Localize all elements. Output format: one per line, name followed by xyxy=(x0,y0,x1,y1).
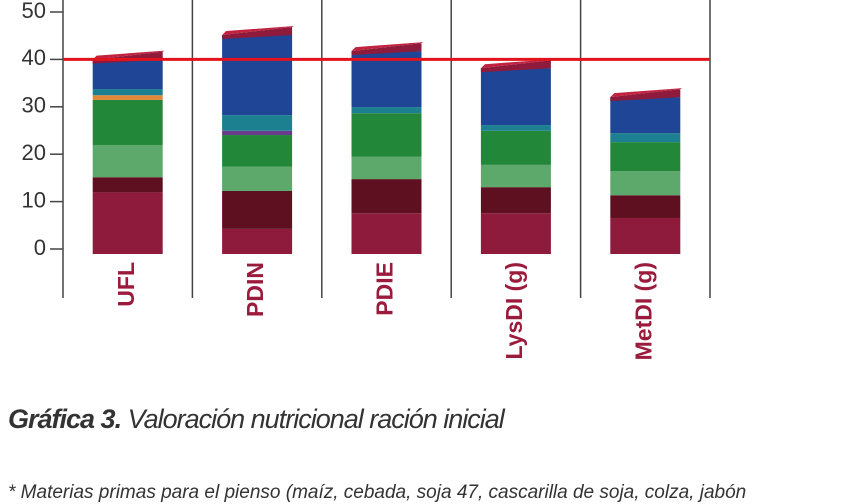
y-tick-label: 30 xyxy=(22,93,46,118)
bar-segment xyxy=(92,95,163,100)
x-tick-label: MetDI (g) xyxy=(630,262,656,360)
bar-segment xyxy=(610,171,681,196)
bar-segment xyxy=(351,213,422,254)
bar-segment xyxy=(351,107,422,114)
y-tick-label: 0 xyxy=(34,235,46,260)
y-tick-label: 50 xyxy=(22,0,46,23)
bar-segment xyxy=(351,113,422,157)
y-tick-label: 40 xyxy=(22,45,46,70)
bar-segment xyxy=(610,217,681,254)
bar-segment xyxy=(92,59,163,90)
bar-segment xyxy=(480,187,551,214)
chart: 0 10 20 30 40 50 UFL PDIN PDIE LysDI (g) MetDI (g) xyxy=(22,0,711,360)
x-tick-label: PDIE xyxy=(372,262,398,316)
caption-label: Gráfica 3. xyxy=(8,404,122,434)
bar-top xyxy=(222,27,293,40)
bar-top xyxy=(480,60,551,73)
bar-segment xyxy=(222,115,293,131)
bar-segment xyxy=(92,89,163,96)
bar-segment xyxy=(351,179,422,214)
y-tick-label: 20 xyxy=(22,140,46,165)
caption: Gráfica 3. Valoración nutricional ración… xyxy=(8,404,505,435)
caption-text: Valoración nutricional ración inicial xyxy=(127,404,505,434)
bar-segment xyxy=(92,177,163,193)
y-tick-label: 10 xyxy=(22,187,46,212)
bar-segment xyxy=(480,164,551,188)
bar-segment xyxy=(222,130,293,136)
bar-segment xyxy=(610,133,681,143)
bar-segment xyxy=(222,228,293,254)
bar-top xyxy=(610,89,681,102)
bar-segment xyxy=(92,192,163,254)
bar-segment xyxy=(610,142,681,172)
bar-segment xyxy=(480,125,551,131)
bar-segment xyxy=(480,213,551,254)
bar-segment xyxy=(222,190,293,229)
bar-segment xyxy=(610,195,681,218)
bar-segment xyxy=(92,144,163,178)
bar-top xyxy=(351,43,422,56)
x-tick-label: LysDI (g) xyxy=(501,262,527,360)
bar-top xyxy=(480,59,553,69)
x-tick-label: PDIN xyxy=(242,262,268,317)
bar-segment xyxy=(610,97,681,134)
bar-top xyxy=(610,88,683,98)
bar-top xyxy=(92,50,165,60)
bar-segment xyxy=(92,99,163,145)
bar-top xyxy=(351,42,424,52)
bar-segment xyxy=(222,135,293,167)
bar-top xyxy=(222,26,295,36)
bar-segment xyxy=(480,130,551,165)
footnote: * Materias primas para el pienso (maíz, … xyxy=(8,482,747,503)
bar-segment xyxy=(480,68,551,126)
bar-segment xyxy=(222,35,293,116)
x-tick-label: UFL xyxy=(113,262,139,307)
bar-segment xyxy=(351,156,422,180)
bar-segment xyxy=(222,166,293,191)
